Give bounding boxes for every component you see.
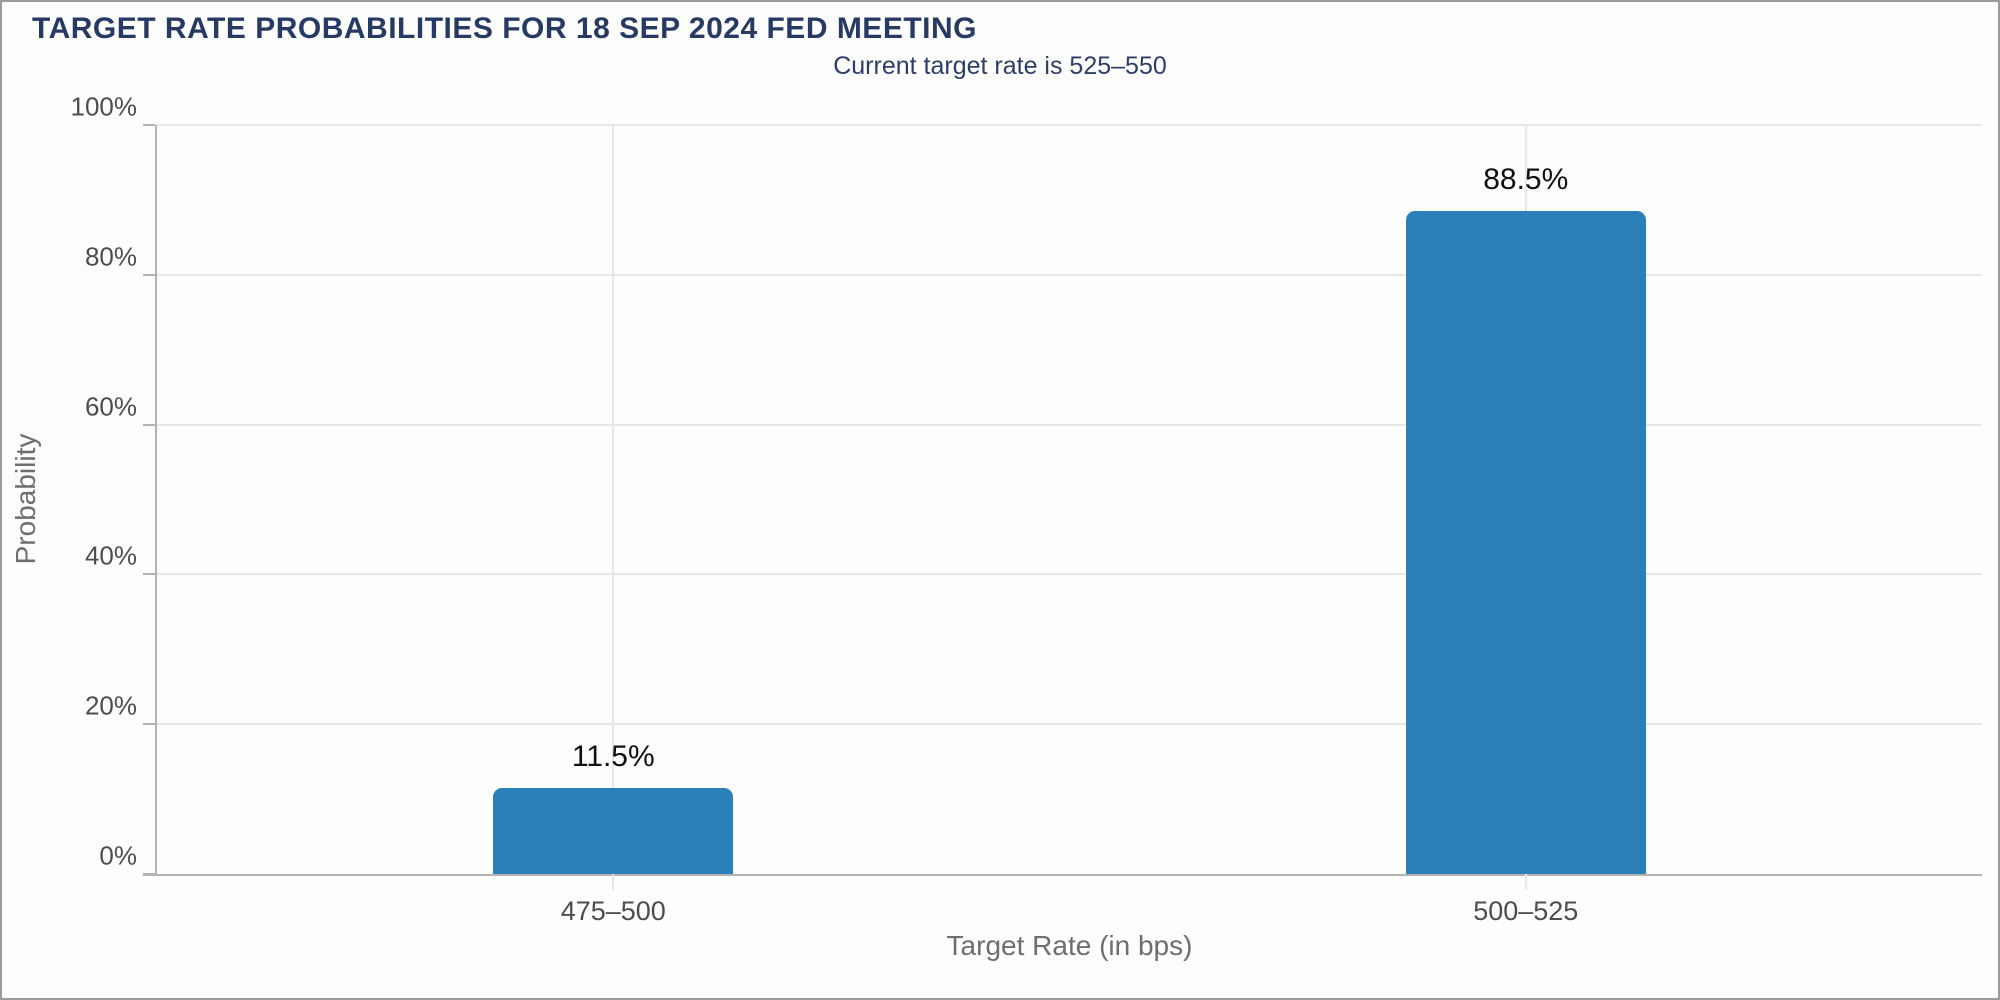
y-tick-mark	[143, 423, 155, 426]
y-tick-label: 80%	[84, 241, 137, 272]
bar-value-label: 88.5%	[1483, 163, 1569, 197]
probability-bar[interactable]	[493, 787, 734, 874]
y-tick-mark	[143, 873, 155, 875]
x-tick-mark	[612, 874, 615, 890]
y-tick-label: 0%	[99, 840, 137, 871]
y-tick-mark	[143, 573, 155, 576]
gridline-horizontal	[157, 423, 1982, 426]
y-tick-label: 100%	[70, 91, 138, 122]
x-axis-line	[143, 874, 1982, 876]
gridline-horizontal	[157, 573, 1982, 576]
x-axis-title: Target Rate (in bps)	[946, 930, 1193, 961]
y-axis-line	[155, 125, 157, 874]
page-title: TARGET RATE PROBABILITIES FOR 18 SEP 202…	[32, 12, 977, 45]
x-tick-label: 475–500	[560, 896, 666, 926]
gridline-horizontal	[157, 723, 1982, 726]
bar-value-label: 11.5%	[571, 739, 655, 773]
y-tick-label: 60%	[84, 391, 137, 422]
gridline-vertical	[612, 125, 615, 874]
y-tick-label: 20%	[84, 690, 137, 721]
plot-area: 0% 20% 40% 60% 80% 100% 11.5% 475–500 88.5% 500–5…	[71, 92, 1982, 926]
probability-bar[interactable]	[1405, 211, 1646, 874]
y-tick-label: 40%	[84, 540, 137, 571]
x-tick-label: 500–525	[1473, 896, 1579, 926]
gridline-horizontal	[157, 124, 1982, 126]
gridline-horizontal	[157, 273, 1982, 276]
y-tick-mark	[143, 723, 155, 726]
y-axis-title: Probability	[10, 433, 41, 565]
chart-subtitle: Current target rate is 525–550	[833, 52, 1167, 80]
x-tick-mark	[1524, 874, 1527, 890]
y-tick-mark	[143, 273, 155, 276]
y-tick-mark	[143, 124, 155, 126]
